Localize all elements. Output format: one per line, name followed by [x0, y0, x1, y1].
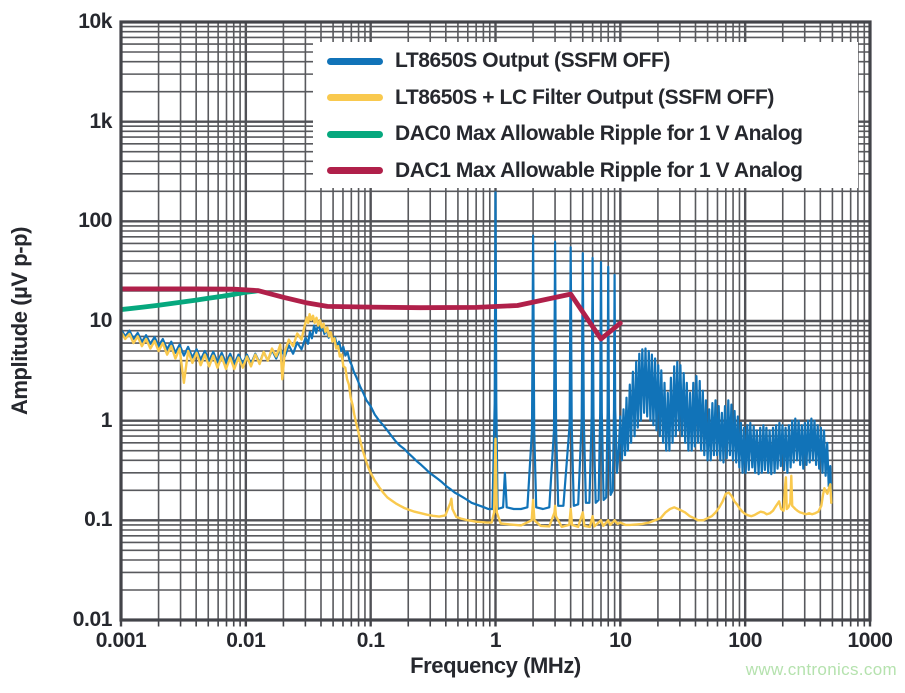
legend-item: DAC1 Max Allowable Ripple for 1 V Analog	[327, 159, 858, 183]
x-tick-label: 1	[489, 629, 502, 652]
legend-item: LT8650S Output (SSFM OFF)	[327, 49, 858, 73]
series-line-1	[121, 313, 833, 529]
frame-rect	[119, 20, 872, 622]
x-axis-title: Frequency (MHz)	[410, 653, 581, 678]
x-tick-label: 10	[609, 629, 632, 652]
y-tick-label: 0.01	[72, 608, 113, 631]
series-lines	[121, 191, 833, 529]
legend-swatch-lt8650s-output	[327, 57, 383, 65]
legend: LT8650S Output (SSFM OFF) LT8650S + LC F…	[313, 42, 858, 188]
series-line-2	[121, 288, 261, 312]
plot-frame	[119, 20, 872, 622]
legend-label: LT8650S + LC Filter Output (SSFM OFF)	[395, 85, 774, 109]
y-tick-label: 10	[89, 309, 112, 332]
series-line-3	[121, 286, 623, 342]
x-axis-tick-marks	[119, 621, 872, 627]
y-tick-label: 0.1	[84, 508, 112, 532]
y-axis-title: Amplitude (µV p-p)	[7, 226, 32, 416]
legend-label: DAC1 Max Allowable Ripple for 1 V Analog	[395, 158, 803, 182]
legend-label: LT8650S Output (SSFM OFF)	[395, 49, 670, 73]
x-tick-label: 0.1	[356, 629, 385, 652]
y-tick-label: 10k	[78, 10, 112, 33]
legend-swatch-dac0-ripple	[327, 130, 383, 138]
legend-swatch-dac1-ripple	[327, 167, 383, 175]
x-tick-label: 0.01	[226, 629, 266, 652]
watermark: www.cntronics.com	[745, 660, 897, 679]
legend-swatch-lt8650s-lc-filter	[327, 94, 383, 102]
x-tick-label: 100	[728, 629, 763, 652]
y-tick-label: 100	[78, 209, 112, 233]
x-tick-label: 1000	[847, 629, 893, 652]
series-line-0	[121, 191, 833, 511]
legend-label: DAC0 Max Allowable Ripple for 1 V Analog	[395, 122, 803, 146]
y-tick-label: 1k	[89, 109, 112, 133]
legend-item: LT8650S + LC Filter Output (SSFM OFF)	[327, 86, 858, 110]
legend-item: DAC0 Max Allowable Ripple for 1 V Analog	[327, 122, 858, 146]
x-tick-label: 0.001	[95, 629, 147, 652]
y-tick-label: 1	[100, 408, 113, 432]
